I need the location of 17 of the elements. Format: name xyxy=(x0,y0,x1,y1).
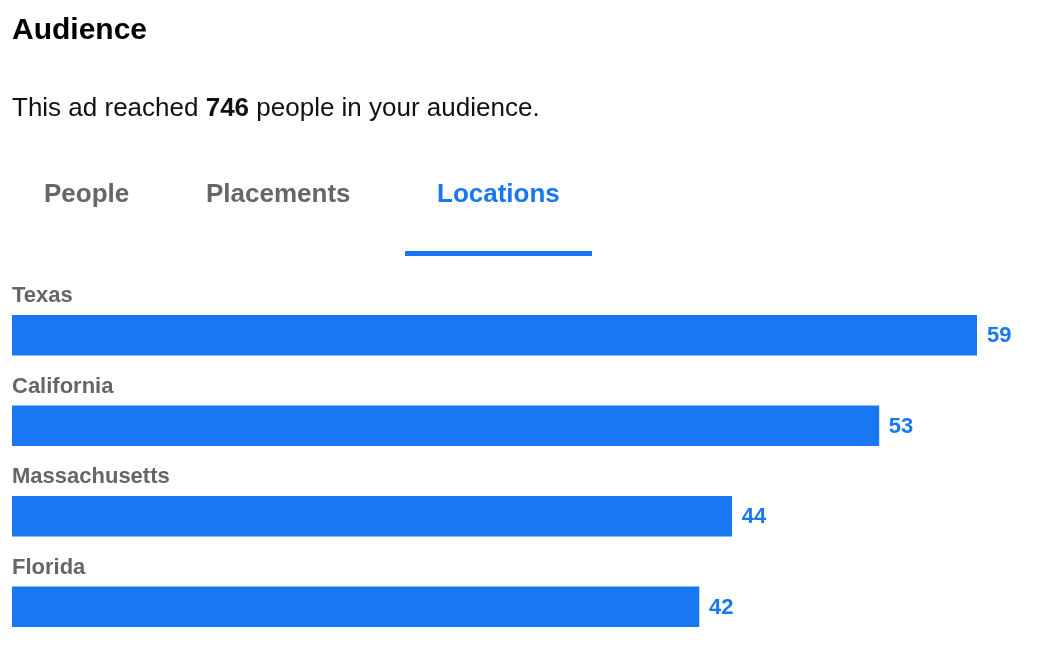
bar xyxy=(12,405,880,447)
chart-title: Audience xyxy=(12,12,148,46)
text: Locations xyxy=(405,178,592,256)
bar xyxy=(12,495,732,537)
y-tick-label: California xyxy=(12,372,115,398)
text: People xyxy=(43,178,131,209)
bar xyxy=(12,586,700,628)
chart-subtitle: This ad reached 746 people in your audience. xyxy=(12,92,540,122)
data-label: 42 xyxy=(708,593,734,619)
data-label: 59 xyxy=(987,322,1012,348)
y-tick-label: Massachusetts xyxy=(12,463,170,489)
bar xyxy=(12,314,977,356)
text: Placements xyxy=(205,178,352,209)
data-label: 44 xyxy=(741,503,767,529)
y-tick-label: Texas xyxy=(12,282,73,308)
y-tick-label: Florida xyxy=(12,553,87,579)
data-label: 53 xyxy=(888,412,914,438)
